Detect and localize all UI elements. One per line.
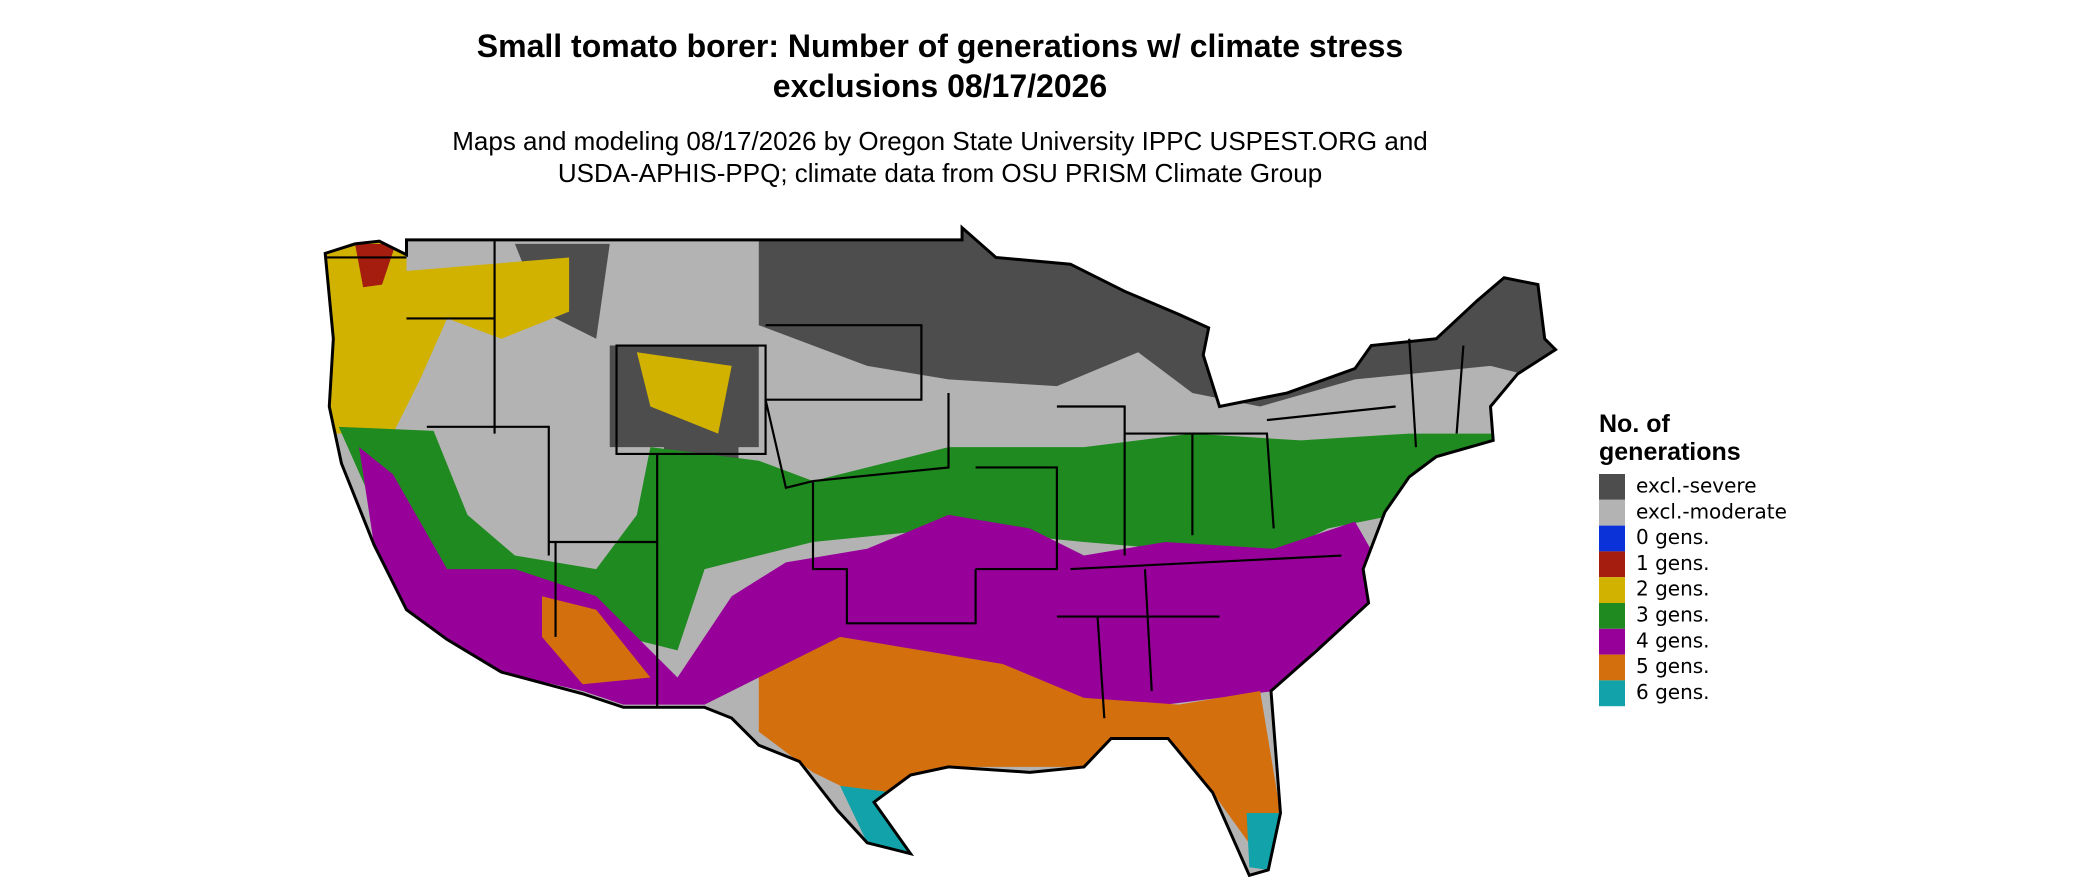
legend-label: 6 gens. — [1636, 680, 1710, 704]
legend-label: 5 gens. — [1636, 654, 1710, 678]
region — [542, 596, 1281, 870]
legend-swatch — [1599, 525, 1625, 552]
legend: No. of generations excl.-severeexcl.-mod… — [1599, 410, 1787, 707]
title-line: Small tomato borer: Number of generation… — [477, 28, 1403, 64]
legend-label: excl.-severe — [1636, 474, 1757, 498]
legend-swatch — [1599, 551, 1625, 578]
legend-swatch — [1599, 474, 1625, 500]
legend-swatch — [1599, 603, 1625, 629]
legend-label: 0 gens. — [1636, 525, 1710, 549]
legend-label: 3 gens. — [1636, 603, 1710, 627]
map-regions — [325, 227, 1556, 876]
legend-label: 2 gens. — [1636, 577, 1710, 601]
legend-label: 1 gens. — [1636, 551, 1710, 575]
state-lines — [325, 241, 1465, 719]
legend-swatch — [1599, 628, 1625, 655]
legend-swatch — [1599, 499, 1625, 526]
region — [338, 426, 1494, 651]
map — [323, 226, 1558, 877]
legend-label: 4 gens. — [1636, 628, 1710, 652]
subtitle-line: Maps and modeling 08/17/2026 by Oregon S… — [452, 126, 1428, 156]
legend-swatch — [1599, 654, 1625, 681]
legend-swatch — [1599, 680, 1625, 707]
region — [355, 243, 396, 288]
legend-swatch — [1599, 577, 1625, 603]
legend-title: No. of — [1599, 410, 1670, 438]
legend-title: generations — [1599, 438, 1741, 466]
legend-label: excl.-moderate — [1636, 499, 1787, 523]
subtitle-line: USDA-APHIS-PPQ; climate data from OSU PR… — [558, 158, 1322, 188]
region — [325, 227, 732, 434]
title-line: exclusions 08/17/2026 — [773, 68, 1107, 104]
